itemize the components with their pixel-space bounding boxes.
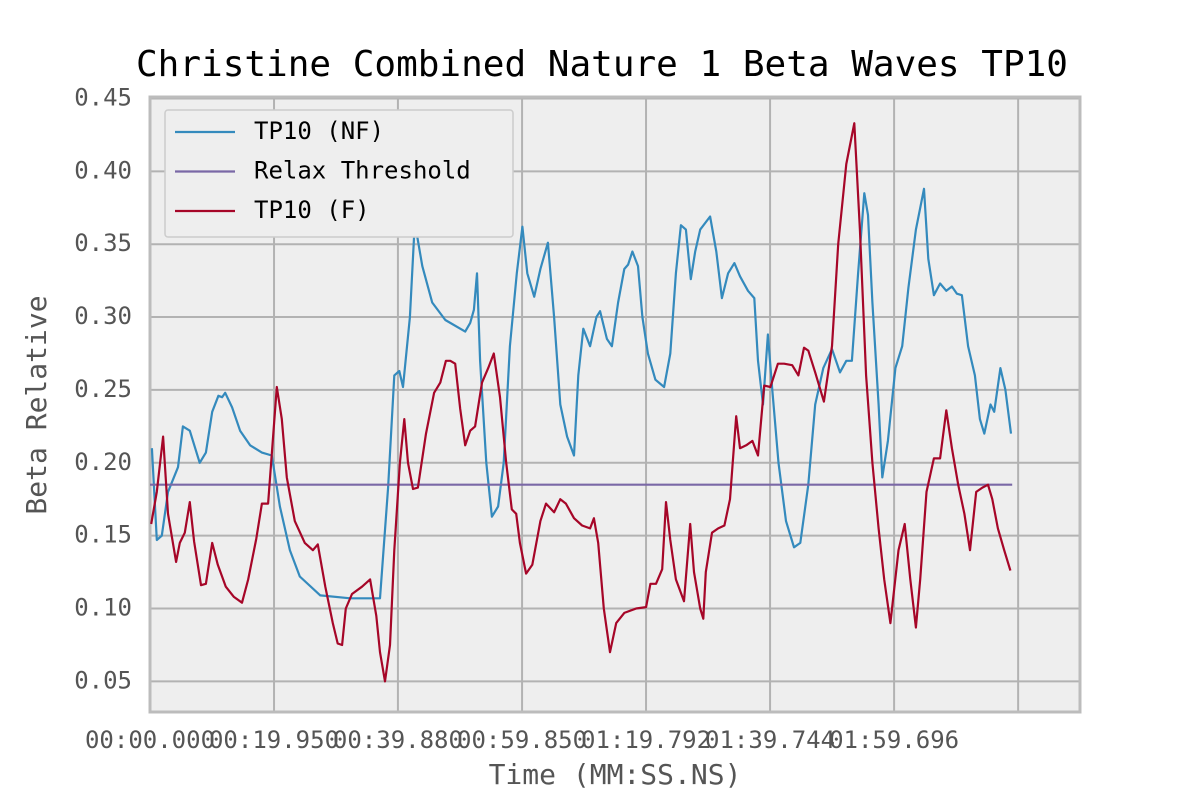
- legend-box: [164, 109, 514, 238]
- x-tick-label: 00:00.000: [85, 726, 215, 754]
- y-tick-label: 0.40: [74, 156, 132, 184]
- x-tick-label: 01:59.696: [829, 726, 959, 754]
- series-line: [150, 187, 1013, 600]
- x-tick-label: 00:19.950: [209, 726, 339, 754]
- legend-label: TP10 (F): [254, 196, 370, 224]
- y-tick-label: 0.20: [74, 448, 132, 476]
- y-tick-label: 0.15: [74, 521, 132, 549]
- y-tick-label: 0.25: [74, 375, 132, 403]
- x-tick-label: 00:59.850: [457, 726, 587, 754]
- y-tick-label: 0.05: [74, 666, 132, 694]
- y-tick-label: 0.10: [74, 594, 132, 622]
- y-axis-label: Beta Relative: [20, 295, 53, 514]
- x-tick-label: 00:39.880: [333, 726, 463, 754]
- x-tick-label: 01:39.744: [705, 726, 835, 754]
- x-axis-label: Time (MM:SS.NS): [489, 758, 742, 791]
- series-line: [150, 122, 1012, 683]
- chart-title: Christine Combined Nature 1 Beta Waves T…: [136, 44, 1068, 85]
- x-tick-label: 01:19.792: [581, 726, 711, 754]
- legend-label: TP10 (NF): [254, 117, 384, 145]
- plot-border: [148, 95, 1082, 714]
- legend: TP10 (NF) Relax Threshold TP10 (F): [164, 109, 514, 238]
- y-tick-label: 0.35: [74, 229, 132, 257]
- y-tick-label: 0.30: [74, 302, 132, 330]
- y-tick-label: 0.45: [74, 83, 132, 111]
- legend-label: Relax Threshold: [254, 157, 471, 185]
